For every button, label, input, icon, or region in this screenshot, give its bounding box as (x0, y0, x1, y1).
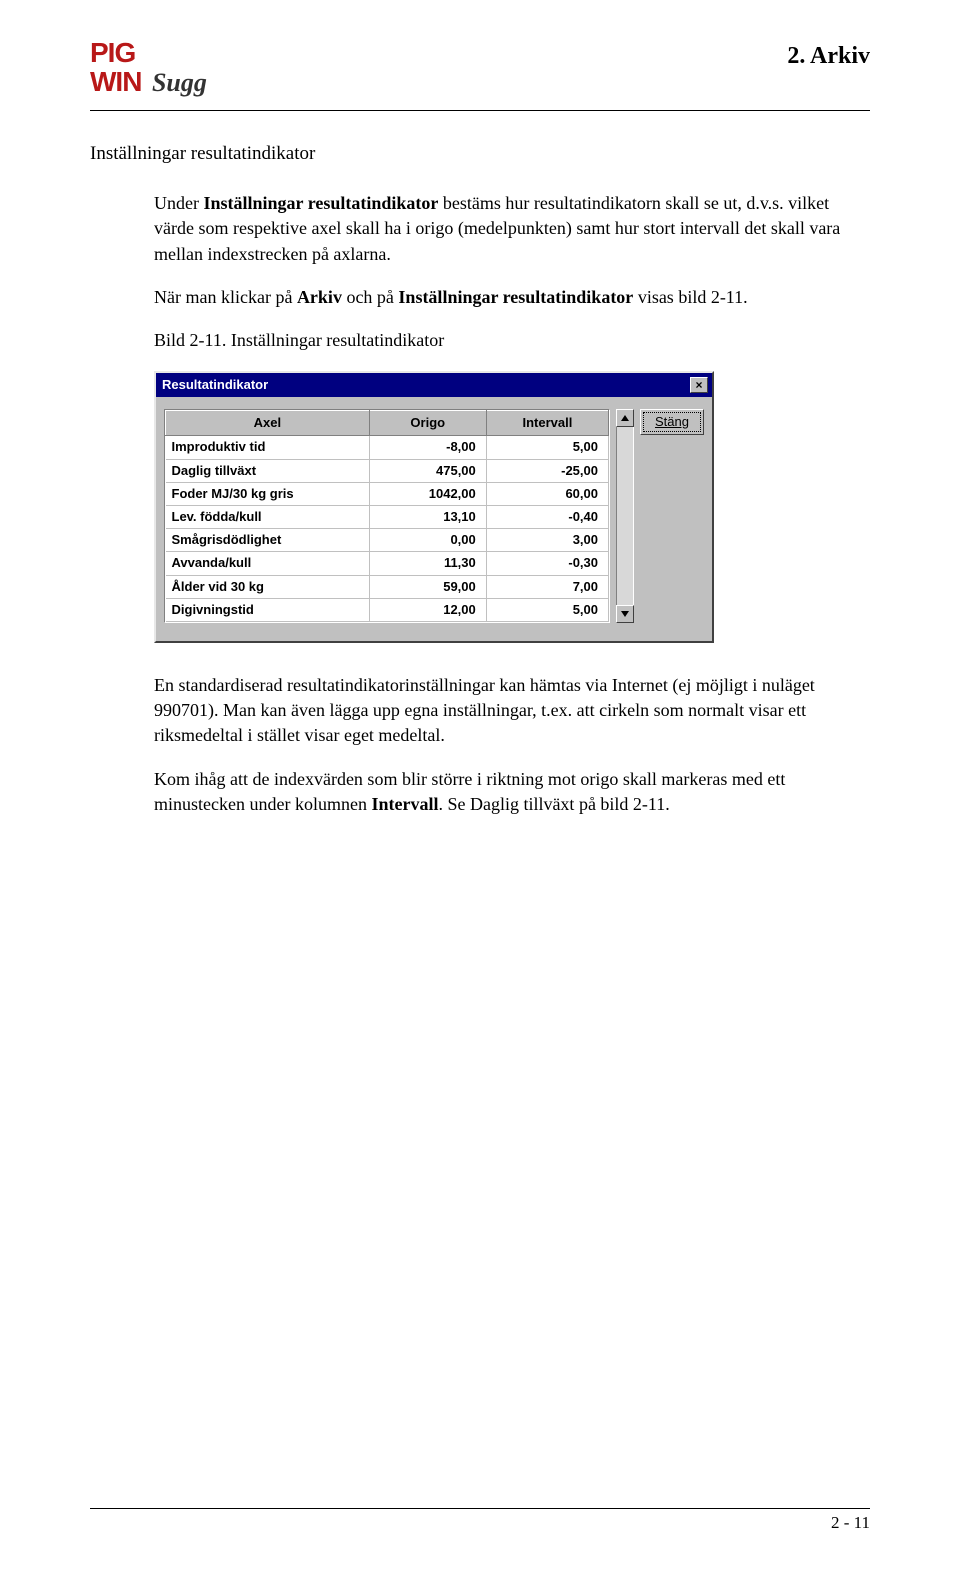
row-intervall[interactable]: 60,00 (486, 482, 608, 505)
paragraph-1: Under Inställningar resultatindikator be… (154, 191, 870, 267)
scroll-track[interactable] (616, 427, 634, 605)
paragraph-4: Kom ihåg att de indexvärden som blir stö… (154, 767, 870, 817)
paragraph-2: När man klickar på Arkiv och på Inställn… (154, 285, 870, 310)
close-icon[interactable]: × (690, 377, 708, 393)
footer-divider (90, 1508, 870, 1509)
result-indicator-window: Resultatindikator × Axel Origo Intervall… (154, 371, 714, 643)
table-row[interactable]: Lev. födda/kull13,10-0,40 (166, 506, 609, 529)
paragraph-3: En standardiserad resultatindikatorinstä… (154, 673, 870, 749)
arrow-down-icon (621, 611, 629, 617)
table-row[interactable]: Daglig tillväxt475,00-25,00 (166, 459, 609, 482)
row-intervall[interactable]: 5,00 (486, 436, 608, 459)
table-row[interactable]: Smågrisdödlighet0,003,00 (166, 529, 609, 552)
row-origo[interactable]: 0,00 (369, 529, 486, 552)
row-origo[interactable]: 13,10 (369, 506, 486, 529)
scroll-down-button[interactable] (616, 605, 634, 623)
row-intervall[interactable]: -0,30 (486, 552, 608, 575)
row-label[interactable]: Smågrisdödlighet (166, 529, 370, 552)
table-row[interactable]: Foder MJ/30 kg gris1042,0060,00 (166, 482, 609, 505)
logo-line1: PIG (90, 40, 250, 65)
row-label[interactable]: Avvanda/kull (166, 552, 370, 575)
row-intervall[interactable]: 7,00 (486, 575, 608, 598)
row-intervall[interactable]: -0,40 (486, 506, 608, 529)
row-label[interactable]: Ålder vid 30 kg (166, 575, 370, 598)
row-origo[interactable]: 59,00 (369, 575, 486, 598)
table-row[interactable]: Digivningstid12,005,00 (166, 598, 609, 621)
logo-line2a: WIN (90, 66, 141, 97)
row-origo[interactable]: 475,00 (369, 459, 486, 482)
scroll-up-button[interactable] (616, 409, 634, 427)
close-button[interactable]: Stäng (640, 409, 704, 435)
vertical-scrollbar[interactable] (616, 409, 634, 623)
window-title: Resultatindikator (162, 376, 268, 394)
row-origo[interactable]: -8,00 (369, 436, 486, 459)
section-heading: Inställningar resultatindikator (90, 141, 870, 168)
window-titlebar[interactable]: Resultatindikator × (156, 373, 712, 397)
page-number: 2 - 11 (831, 1511, 870, 1535)
row-origo[interactable]: 12,00 (369, 598, 486, 621)
row-label[interactable]: Lev. födda/kull (166, 506, 370, 529)
table-row[interactable]: Avvanda/kull11,30-0,30 (166, 552, 609, 575)
row-label[interactable]: Improduktiv tid (166, 436, 370, 459)
settings-grid: Axel Origo Intervall Improduktiv tid-8,0… (164, 409, 610, 623)
brand-logo: PIG WIN Sugg (90, 40, 250, 102)
row-origo[interactable]: 1042,00 (369, 482, 486, 505)
col-header-axel[interactable]: Axel (166, 411, 370, 436)
chapter-title: 2. Arkiv (787, 40, 870, 74)
row-intervall[interactable]: 5,00 (486, 598, 608, 621)
row-origo[interactable]: 11,30 (369, 552, 486, 575)
table-row[interactable]: Improduktiv tid-8,005,00 (166, 436, 609, 459)
row-intervall[interactable]: -25,00 (486, 459, 608, 482)
col-header-origo[interactable]: Origo (369, 411, 486, 436)
table-row[interactable]: Ålder vid 30 kg59,007,00 (166, 575, 609, 598)
row-label[interactable]: Digivningstid (166, 598, 370, 621)
header-divider (90, 110, 870, 111)
figure-caption: Bild 2-11. Inställningar resultatindikat… (154, 328, 870, 353)
row-label[interactable]: Foder MJ/30 kg gris (166, 482, 370, 505)
col-header-intervall[interactable]: Intervall (486, 411, 608, 436)
row-intervall[interactable]: 3,00 (486, 529, 608, 552)
arrow-up-icon (621, 415, 629, 421)
logo-line2b: Sugg (152, 68, 207, 97)
row-label[interactable]: Daglig tillväxt (166, 459, 370, 482)
